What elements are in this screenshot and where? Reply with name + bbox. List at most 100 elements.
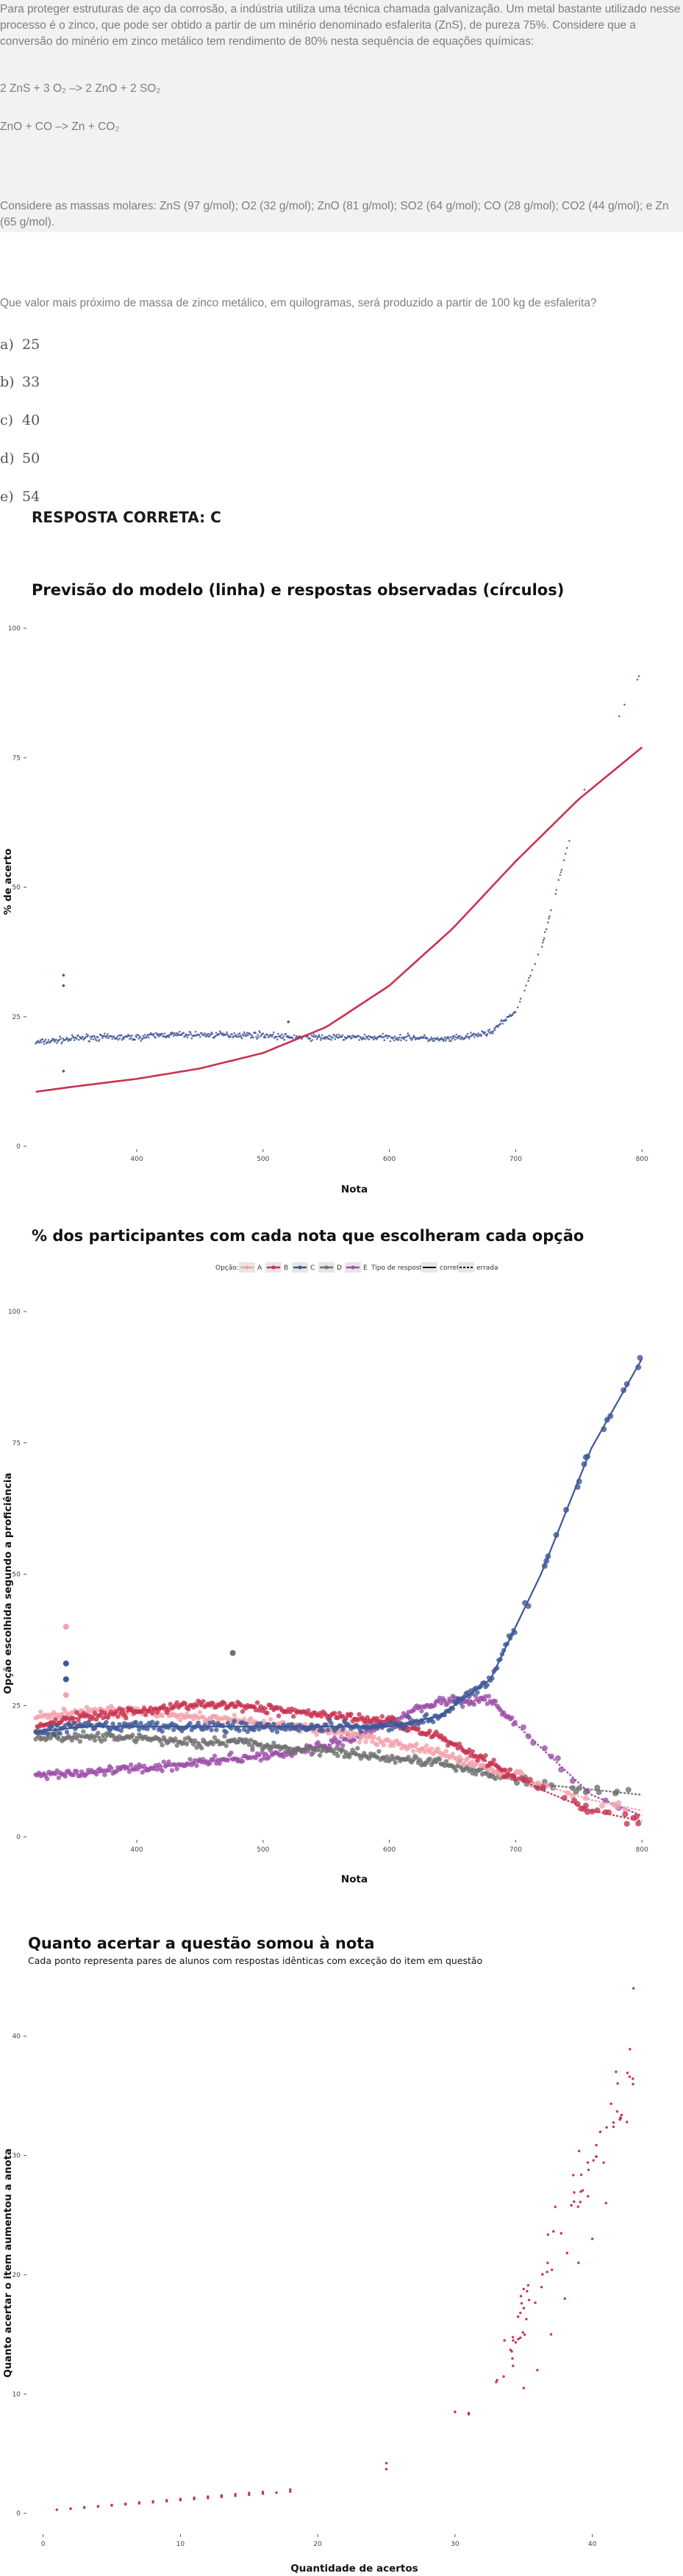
model-line	[35, 746, 643, 1093]
observed-point	[135, 1036, 137, 1038]
observed-point	[46, 1040, 49, 1043]
data-point	[110, 2504, 113, 2507]
point-option-a	[38, 1709, 43, 1714]
observed-point	[246, 1032, 248, 1034]
observed-point	[454, 1038, 456, 1041]
point-option-c	[289, 1721, 295, 1727]
observed-point	[280, 1037, 282, 1039]
observed-point	[484, 1031, 487, 1034]
observed-point	[494, 1029, 496, 1031]
observed-point	[376, 1038, 378, 1040]
observed-point	[346, 1036, 348, 1039]
data-point	[578, 2149, 581, 2153]
data-point	[289, 2490, 292, 2493]
option-b[interactable]: b) 33	[0, 374, 40, 390]
observed-point	[335, 1034, 338, 1036]
point-option-e	[194, 1763, 199, 1769]
legend-label: A	[257, 1264, 262, 1272]
observed-point	[266, 1034, 269, 1036]
line-option-d	[35, 1736, 643, 1796]
equation-2: ZnO + CO –> Zn + CO₂	[0, 120, 120, 133]
observed-point	[251, 1034, 253, 1037]
option-letter: a)	[0, 337, 14, 353]
data-point	[615, 2070, 618, 2073]
point-option-b	[582, 1802, 589, 1809]
point-option-c	[51, 1732, 57, 1738]
correct-answer: RESPOSTA CORRETA: C	[32, 508, 221, 526]
data-point	[628, 2075, 632, 2079]
observed-point	[194, 1030, 197, 1033]
point-option-e	[140, 1769, 145, 1775]
observed-point	[548, 917, 550, 920]
data-point	[193, 2497, 196, 2500]
observed-point	[210, 1032, 213, 1034]
y-tick-label: 50	[12, 1572, 21, 1579]
data-point	[620, 2113, 623, 2117]
observed-point	[130, 1037, 132, 1040]
observed-point	[43, 1040, 46, 1043]
point-option-c	[340, 1727, 346, 1732]
data-point	[616, 2082, 619, 2085]
data-point	[605, 2126, 608, 2129]
point-option-d	[437, 1757, 443, 1762]
point-option-e	[483, 1694, 488, 1699]
observed-point	[301, 1037, 303, 1040]
option-d[interactable]: d) 50	[0, 450, 40, 467]
data-point	[514, 2341, 518, 2344]
point-option-d	[160, 1742, 165, 1748]
observed-point	[93, 1036, 96, 1038]
data-point	[503, 2339, 506, 2342]
observed-point	[464, 1036, 467, 1039]
observed-point	[257, 1034, 259, 1036]
observed-point	[443, 1036, 446, 1038]
observed-point	[485, 1035, 488, 1037]
observed-point	[329, 1037, 331, 1040]
data-point	[496, 2378, 498, 2382]
observed-point	[256, 1037, 258, 1040]
observed-point	[330, 1039, 332, 1041]
data-point	[549, 2333, 553, 2336]
observed-point	[134, 1038, 136, 1041]
point-option-b	[332, 1710, 337, 1716]
observed-point	[520, 997, 522, 1000]
observed-point	[393, 1035, 396, 1037]
point-option-c	[145, 1726, 150, 1732]
observed-point	[175, 1034, 177, 1036]
point-option-a	[599, 1802, 606, 1809]
data-point	[512, 2364, 515, 2367]
data-point	[454, 2410, 457, 2414]
data-point	[554, 2205, 557, 2209]
point-option-d	[355, 1746, 360, 1751]
option-e[interactable]: e) 54	[0, 489, 40, 505]
observed-point	[389, 1040, 392, 1043]
x-tick-label: 700	[509, 1846, 522, 1854]
observed-point	[243, 1031, 246, 1034]
observed-point	[167, 1034, 170, 1037]
observed-point	[153, 1032, 155, 1035]
point-option-e	[229, 1750, 234, 1755]
data-point	[234, 2494, 237, 2497]
observed-point	[62, 1037, 64, 1040]
observed-point	[534, 963, 537, 965]
data-point	[579, 2201, 582, 2203]
option-a[interactable]: a) 25	[0, 337, 40, 353]
observed-point	[451, 1037, 453, 1040]
observed-point	[187, 1034, 190, 1036]
observed-point	[252, 1036, 254, 1039]
point-option-a	[62, 1691, 69, 1698]
point-option-e	[161, 1759, 166, 1765]
observed-point	[73, 1039, 76, 1041]
data-point	[289, 2488, 292, 2491]
observed-point	[412, 1036, 415, 1038]
data-point	[69, 2507, 72, 2511]
x-tick-label: 800	[636, 1156, 648, 1163]
option-c[interactable]: c) 40	[0, 412, 40, 428]
observed-point	[323, 1036, 326, 1039]
question-box: Para proteger estruturas de aço da corro…	[0, 0, 683, 232]
data-point	[570, 2203, 573, 2207]
observed-point	[309, 1037, 312, 1040]
point-option-b	[348, 1711, 354, 1717]
observed-point	[443, 1038, 446, 1040]
observed-point	[207, 1035, 209, 1037]
point-option-d	[250, 1744, 255, 1749]
